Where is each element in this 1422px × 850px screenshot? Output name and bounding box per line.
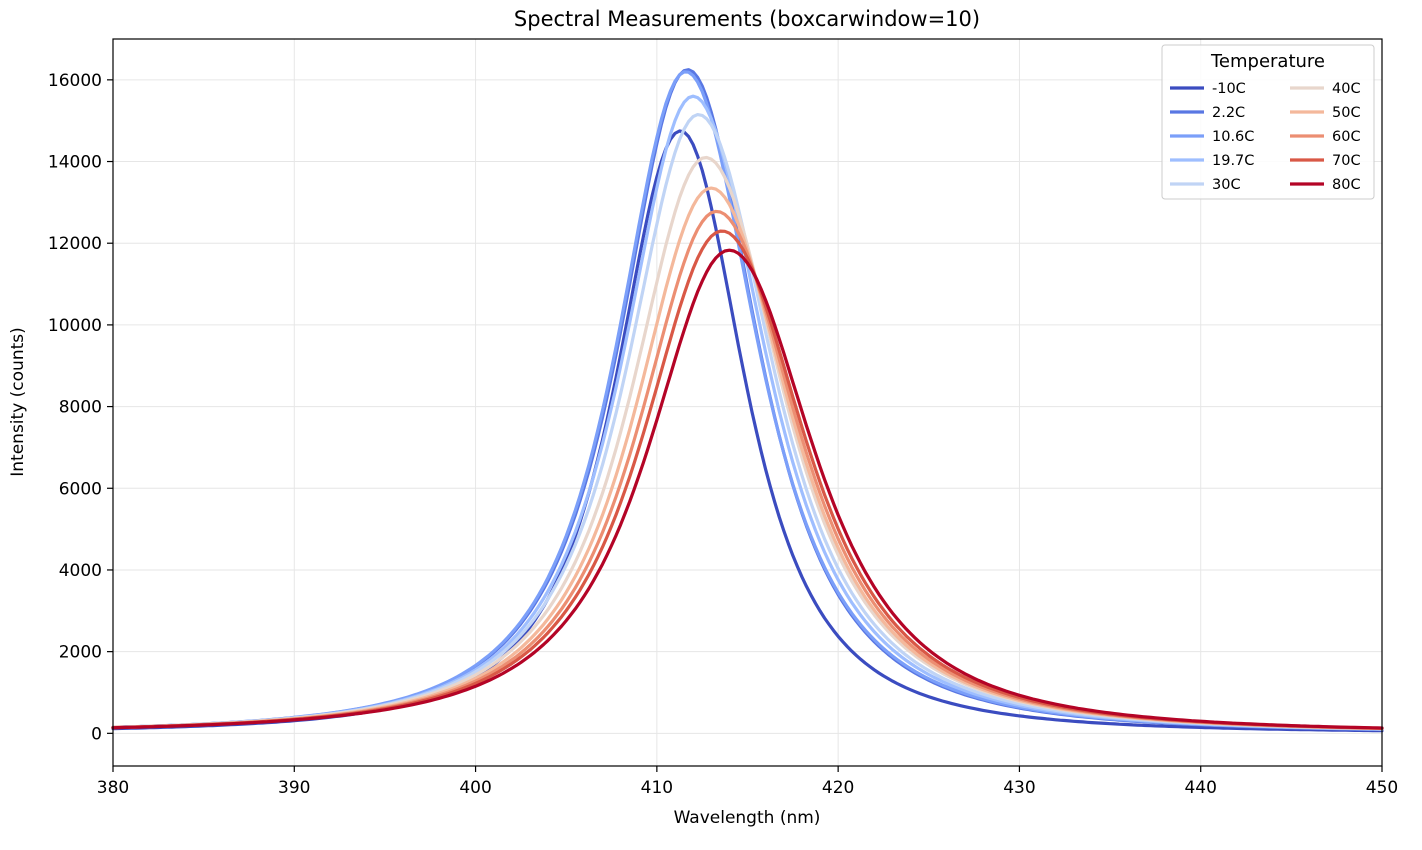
legend-items: -10C 2.2C 10.6C 19.7C 30C 40C 50C 60C 70C 80C [1170, 81, 1361, 193]
series-line-0 [111, 129, 1384, 733]
x-tick-label: 430 [1003, 778, 1035, 798]
x-tick-label: 400 [459, 778, 491, 798]
x-axis-label: Wavelength (nm) [674, 808, 821, 828]
y-axis-label: Intensity (counts) [8, 327, 28, 476]
x-tick-label: 420 [822, 778, 854, 798]
x-tick-label: 440 [1184, 778, 1216, 798]
y-tick-label: 16000 [48, 71, 102, 91]
y-tick-label: 2000 [59, 643, 102, 663]
series-line-4 [111, 113, 1384, 731]
x-tick-label: 410 [641, 778, 673, 798]
legend-label: 80C [1332, 177, 1361, 193]
ticks: 380 390 400 410 420 430 440 450 0 2000 4000 6000 800… [48, 71, 1398, 798]
y-tick-label: 4000 [59, 561, 102, 581]
series-line-8 [111, 229, 1384, 730]
x-tick-label: 390 [278, 778, 310, 798]
legend-label: 2.2C [1212, 105, 1245, 121]
y-tick-label: 10000 [48, 316, 102, 336]
legend-label: 60C [1332, 129, 1361, 145]
legend-label: -10C [1212, 81, 1246, 97]
x-tick-label: 450 [1366, 778, 1398, 798]
legend-label: 10.6C [1212, 129, 1254, 145]
legend-label: 70C [1332, 153, 1361, 169]
legend-label: 50C [1332, 105, 1361, 121]
legend-label: 19.7C [1212, 153, 1254, 169]
legend-label: 30C [1212, 177, 1241, 193]
plot-frame [112, 38, 1383, 767]
y-tick-label: 12000 [48, 234, 102, 254]
y-tick-label: 6000 [59, 479, 102, 499]
series-layer [111, 68, 1384, 733]
x-tick-label: 380 [97, 778, 129, 798]
series-line-9 [111, 248, 1384, 730]
y-tick-label: 0 [91, 724, 102, 744]
grid [112, 39, 1383, 766]
y-tick-label: 8000 [59, 398, 102, 418]
chart-title: Spectral Measurements (boxcarwindow=10) [514, 7, 980, 31]
y-tick-label: 14000 [48, 153, 102, 173]
legend: Temperature -10C 2.2C 10.6C 19.7C 30C 40C 50C 6… [1161, 44, 1375, 200]
legend-title: Temperature [1210, 51, 1325, 72]
legend-label: 40C [1332, 81, 1361, 97]
